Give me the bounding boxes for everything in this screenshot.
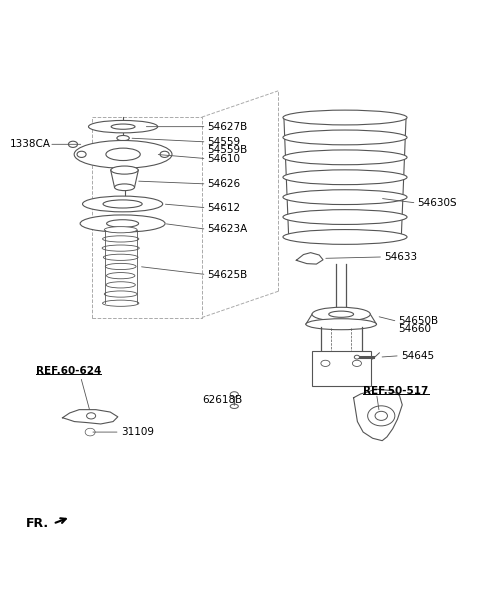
Ellipse shape [111,166,138,174]
Ellipse shape [230,404,239,408]
Ellipse shape [160,152,169,158]
Ellipse shape [107,220,139,227]
Ellipse shape [230,392,239,397]
Ellipse shape [104,291,137,297]
Ellipse shape [107,272,135,279]
Text: 62618B: 62618B [202,395,242,405]
Ellipse shape [104,227,137,233]
Text: 54559: 54559 [207,137,240,147]
Ellipse shape [85,428,95,436]
Ellipse shape [103,254,138,261]
Ellipse shape [74,140,172,168]
Ellipse shape [103,200,142,208]
Text: 54626: 54626 [207,179,240,189]
Text: 54650B: 54650B [398,317,439,326]
Ellipse shape [375,411,387,420]
Ellipse shape [283,150,407,164]
Ellipse shape [103,236,139,242]
Ellipse shape [105,264,136,270]
Ellipse shape [117,136,129,140]
Ellipse shape [283,230,407,245]
Ellipse shape [283,170,407,185]
Ellipse shape [102,245,139,251]
Text: 31109: 31109 [120,427,154,437]
Ellipse shape [111,124,135,129]
Ellipse shape [77,152,86,158]
Text: REF.50-517: REF.50-517 [363,386,429,395]
Text: 54627B: 54627B [207,121,248,132]
Ellipse shape [80,215,165,232]
Text: 54645: 54645 [401,351,434,361]
Ellipse shape [306,318,376,330]
Ellipse shape [283,110,407,125]
Text: 54633: 54633 [384,252,417,262]
Ellipse shape [283,190,407,205]
Ellipse shape [321,360,330,367]
Ellipse shape [283,209,407,224]
Text: 54610: 54610 [207,153,240,164]
Ellipse shape [354,355,360,359]
Ellipse shape [86,413,96,419]
Ellipse shape [283,130,407,145]
Ellipse shape [69,141,77,147]
Text: 1338CA: 1338CA [10,139,51,149]
Ellipse shape [352,360,361,367]
Ellipse shape [88,121,157,133]
Ellipse shape [83,196,163,212]
Ellipse shape [106,282,135,288]
Text: REF.60-624: REF.60-624 [36,366,101,376]
Bar [312,351,371,386]
Ellipse shape [106,148,140,161]
Ellipse shape [86,429,94,435]
Text: 54625B: 54625B [207,270,248,280]
Text: 54660: 54660 [398,324,432,334]
Text: 54623A: 54623A [207,224,248,234]
Text: FR.: FR. [26,517,49,530]
Text: 54630S: 54630S [418,198,457,208]
Ellipse shape [103,300,139,306]
Ellipse shape [312,307,370,321]
Ellipse shape [329,311,354,317]
Ellipse shape [115,184,134,190]
Text: 54559B: 54559B [207,145,248,155]
Text: 54612: 54612 [207,203,240,213]
Ellipse shape [368,406,395,426]
